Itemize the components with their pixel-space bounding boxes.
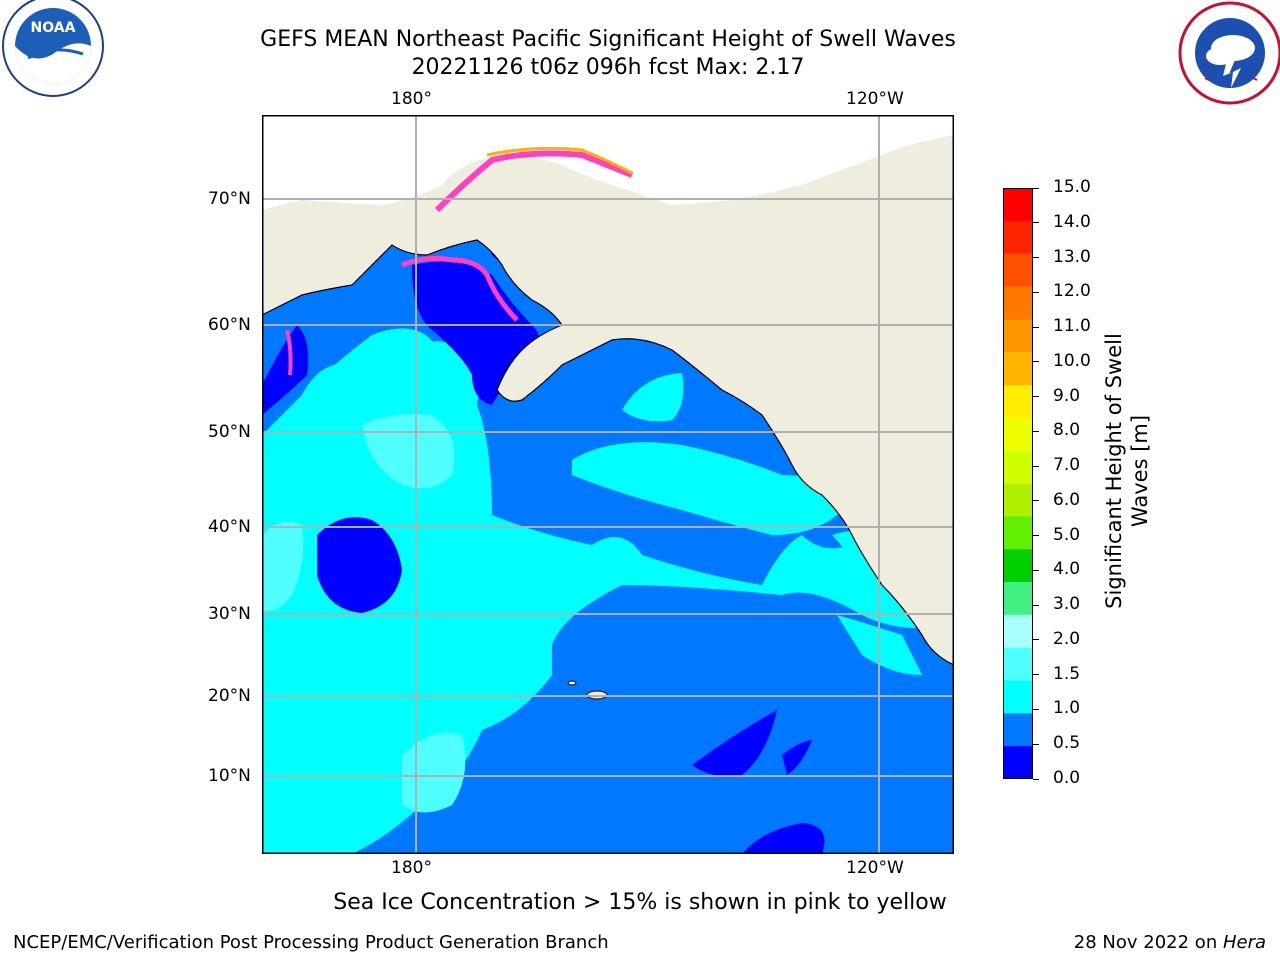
swell-dark-southeast2 — [782, 740, 812, 775]
colorbar-tick-mark — [1033, 743, 1039, 745]
footer-date-text: 28 Nov 2022 on — [1073, 932, 1223, 953]
colorbar-segment — [1003, 286, 1033, 320]
lat-label-30n: 30°N — [208, 604, 251, 624]
colorbar-tick-label: 5.0 — [1053, 524, 1081, 545]
colorbar-tick-label: 11.0 — [1053, 316, 1091, 337]
land-hawaii-2 — [567, 680, 577, 686]
colorbar-tick-label: 6.0 — [1053, 489, 1081, 510]
lat-label-60n: 60°N — [208, 315, 251, 335]
lat-label-10n: 10°N — [208, 766, 251, 786]
colorbar-segment — [1003, 713, 1033, 747]
colorbar-tick-mark — [1033, 708, 1039, 710]
colorbar-border — [1003, 188, 1033, 779]
footer-machine: Hera — [1222, 932, 1266, 953]
colorbar-segment — [1003, 516, 1033, 550]
colorbar-segment — [1003, 188, 1033, 222]
swell-dark-northwest — [262, 325, 309, 415]
lat-label-50n: 50°N — [208, 422, 251, 442]
colorbar-tick-label: 2.0 — [1053, 628, 1081, 649]
noaa-logo-icon: NOAA — [0, 0, 108, 106]
colorbar-tick-label: 13.0 — [1053, 246, 1091, 267]
sea-ice-arctic — [434, 150, 634, 213]
swell-dark-southeast — [692, 710, 777, 777]
sea-ice-west — [285, 329, 293, 376]
graticule — [262, 115, 954, 854]
chart-subtitle: 20221126 t06z 096h fcst Max: 2.17 — [411, 55, 805, 80]
swell-pale-south — [402, 732, 466, 813]
colorbar-label-wrap: Significant Height of Swell Waves [m] — [1102, 320, 1162, 660]
footer-date: 28 Nov 2022 on Hera — [1074, 932, 1266, 953]
colorbar-segment — [1003, 417, 1033, 452]
lat-label-20n: 20°N — [208, 686, 251, 706]
colorbar-tick-label: 4.0 — [1053, 559, 1081, 580]
lon-label-bottom-120w: 120°W — [846, 858, 904, 878]
colorbar-tick-label: 1.0 — [1053, 698, 1081, 719]
sea-ice-arctic-edge — [486, 146, 633, 175]
colorbar-tick-label: 12.0 — [1053, 281, 1091, 302]
colorbar-tick-mark — [1033, 535, 1039, 537]
nws-logo-icon — [1175, 0, 1280, 108]
footer-organization: NCEP/EMC/Verification Post Processing Pr… — [13, 932, 609, 953]
colorbar-segment — [1003, 582, 1033, 616]
colorbar-tick-label: 9.0 — [1053, 385, 1081, 406]
noaa-logo-text: NOAA — [31, 20, 76, 36]
swell-height-map — [262, 115, 954, 854]
colorbar-tick-label: 7.0 — [1053, 455, 1081, 476]
colorbar-tick-mark — [1033, 396, 1039, 398]
swell-dark-center — [317, 517, 402, 613]
colorbar-tick-mark — [1033, 222, 1039, 224]
colorbar-tick-label: 14.0 — [1053, 211, 1091, 232]
colorbar-tick-mark — [1033, 674, 1039, 676]
colorbar-segment — [1003, 549, 1033, 583]
colorbar-segment — [1003, 647, 1033, 681]
colorbar — [1003, 188, 1033, 779]
colorbar-segment — [1003, 680, 1033, 714]
colorbar-tick-mark — [1033, 465, 1039, 467]
colorbar-tick-mark — [1033, 778, 1039, 780]
colorbar-tick-mark — [1033, 500, 1039, 502]
colorbar-tick-label: 8.0 — [1053, 420, 1081, 441]
colorbar-tick-mark — [1033, 639, 1039, 641]
swell-dark-south — [742, 823, 825, 854]
colorbar-tick-label: 10.0 — [1053, 350, 1091, 371]
map-border — [262, 115, 954, 854]
lat-label-70n: 70°N — [208, 189, 251, 209]
colorbar-tick-label: 0.0 — [1053, 768, 1081, 788]
colorbar-tick-label: 3.0 — [1053, 594, 1081, 615]
colorbar-tick-mark — [1033, 569, 1039, 571]
colorbar-tick-mark — [1033, 361, 1039, 363]
colorbar-tick-mark — [1033, 604, 1039, 606]
colorbar-tick-label: 1.5 — [1053, 663, 1081, 684]
map-caption: Sea Ice Concentration > 15% is shown in … — [333, 890, 947, 915]
lon-label-top-120w: 120°W — [846, 89, 904, 109]
colorbar-segment — [1003, 220, 1033, 255]
colorbar-segment — [1003, 319, 1033, 353]
colorbar-label: Significant Height of Swell Waves [m] — [1102, 333, 1152, 609]
colorbar-segment — [1003, 253, 1033, 287]
swell-cyan-northeast — [572, 442, 847, 535]
colorbar-segment — [1003, 483, 1033, 517]
colorbar-segment — [1003, 352, 1033, 386]
colorbar-tick-mark — [1033, 430, 1039, 432]
colorbar-segment — [1003, 450, 1033, 484]
colorbar-tick-label: 0.5 — [1053, 733, 1081, 754]
swell-cyan-patch — [622, 373, 684, 422]
colorbar-tick-label: 15.0 — [1053, 177, 1091, 197]
colorbar-segment — [1003, 385, 1033, 419]
colorbar-tick-mark — [1033, 257, 1039, 259]
lon-label-bottom-180: 180° — [391, 858, 432, 878]
chart-title: GEFS MEAN Northeast Pacific Significant … — [260, 27, 956, 52]
colorbar-segment — [1003, 746, 1033, 779]
colorbar-tick-mark — [1033, 291, 1039, 293]
colorbar-tick-mark — [1033, 326, 1039, 328]
swell-cyan-north — [302, 328, 442, 395]
lat-label-40n: 40°N — [208, 517, 251, 537]
swell-pale-west — [262, 521, 304, 611]
sea-ice-bering — [401, 255, 519, 322]
colorbar-tick-mark — [1033, 187, 1039, 189]
lon-label-top-180: 180° — [391, 89, 432, 109]
colorbar-segment — [1003, 614, 1033, 649]
